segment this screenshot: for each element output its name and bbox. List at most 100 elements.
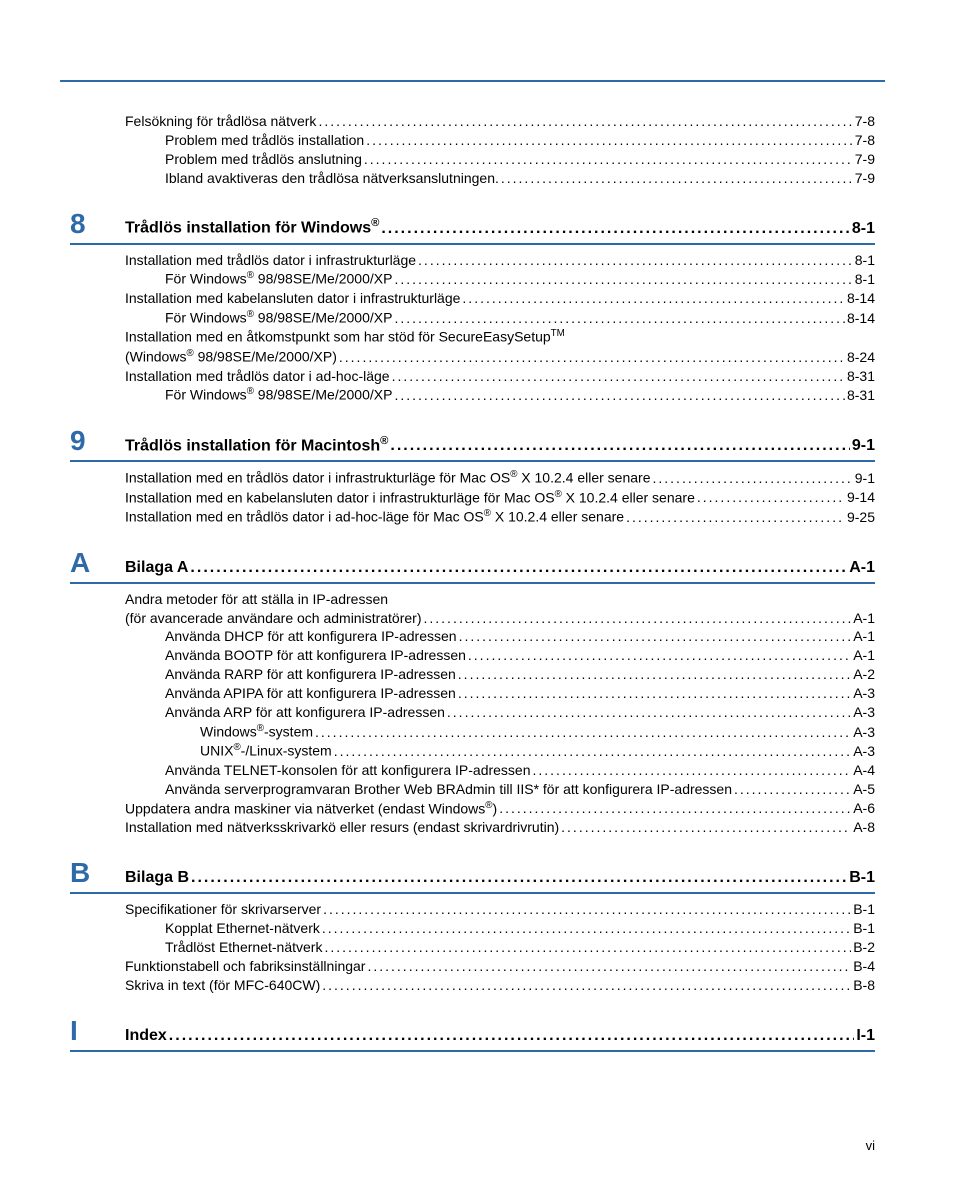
toc-entry-page: A-5: [853, 780, 875, 799]
toc-entry-label: Specifikationer för skrivarserver: [125, 900, 321, 919]
dot-leader: [394, 386, 845, 405]
toc-entry-page: A-1: [853, 609, 875, 628]
toc-entry-page: B-4: [853, 957, 875, 976]
toc-entry[interactable]: (för avancerade användare och administra…: [70, 609, 875, 628]
toc-entry[interactable]: Kopplat Ethernet-nätverk B-1: [70, 919, 875, 938]
toc-entry-page: 9-25: [847, 508, 875, 527]
toc-entry[interactable]: Använda APIPA för att konfigurera IP-adr…: [70, 684, 875, 703]
dot-leader: [364, 150, 853, 169]
dot-leader: [561, 818, 851, 837]
toc-entry-label: Skriva in text (för MFC-640CW): [125, 976, 320, 995]
chapter-number: A: [70, 547, 125, 579]
toc-entry[interactable]: Trådlöst Ethernet-nätverk B-2: [70, 938, 875, 957]
chapter-heading[interactable]: IIndex I-1: [70, 1015, 875, 1052]
dot-leader: [339, 348, 845, 367]
dot-leader: [392, 367, 845, 386]
chapter-page: I-1: [856, 1027, 875, 1045]
dot-leader: [533, 761, 852, 780]
dot-leader: [169, 1027, 855, 1045]
chapter-title: Bilaga B: [125, 869, 189, 887]
toc-entry-label: För Windows® 98/98SE/Me/2000/XP: [165, 385, 392, 405]
chapter-title: Trådlös installation för Windows®: [125, 217, 379, 237]
toc-entry[interactable]: Funktionstabell och fabriksinställningar…: [70, 957, 875, 976]
toc-entry[interactable]: Installation med en trådlös dator i infr…: [70, 468, 875, 488]
toc-entry-page: A-3: [853, 742, 875, 761]
toc-entry[interactable]: Installation med en kabelansluten dator …: [70, 488, 875, 508]
toc-entry-label: Installation med nätverksskrivarkö eller…: [125, 818, 559, 837]
toc-entry[interactable]: (Windows® 98/98SE/Me/2000/XP) 8-24: [70, 347, 875, 367]
toc-entry[interactable]: Uppdatera andra maskiner via nätverket (…: [70, 799, 875, 819]
toc-entry-page: A-2: [853, 665, 875, 684]
chapter-number: 9: [70, 425, 125, 457]
toc-entry[interactable]: Andra metoder för att ställa in IP-adres…: [70, 590, 875, 609]
toc-entry[interactable]: Använda BOOTP för att konfigurera IP-adr…: [70, 646, 875, 665]
toc-entry[interactable]: Skriva in text (för MFC-640CW) B-8: [70, 976, 875, 995]
toc-entry-label: Installation med en kabelansluten dator …: [125, 488, 695, 508]
toc-entry-label: Problem med trådlös anslutning: [165, 150, 362, 169]
dot-leader: [626, 508, 845, 527]
toc-entry-page: A-1: [853, 646, 875, 665]
toc-entry-page: 8-14: [847, 309, 875, 328]
toc-entry-label: Använda ARP för att konfigurera IP-adres…: [165, 703, 445, 722]
toc-entry[interactable]: För Windows® 98/98SE/Me/2000/XP 8-14: [70, 308, 875, 328]
toc-entry-page: B-8: [853, 976, 875, 995]
toc-entry[interactable]: Installation med trådlös dator i infrast…: [70, 251, 875, 270]
toc-entry[interactable]: UNIX®-/Linux-system A-3: [70, 741, 875, 761]
toc-entry[interactable]: Installation med en åtkomstpunkt som har…: [70, 327, 875, 347]
toc-entry-label: Installation med en trådlös dator i infr…: [125, 468, 651, 488]
toc-entry[interactable]: Installation med nätverksskrivarkö eller…: [70, 818, 875, 837]
toc-entry[interactable]: Använda ARP för att konfigurera IP-adres…: [70, 703, 875, 722]
toc-entry-page: A-1: [853, 627, 875, 646]
dot-leader: [734, 780, 851, 799]
toc-entry-label: För Windows® 98/98SE/Me/2000/XP: [165, 269, 392, 289]
toc-entry[interactable]: Ibland avaktiveras den trådlösa nätverks…: [70, 169, 875, 188]
toc-entry[interactable]: Använda TELNET-konsolen för att konfigur…: [70, 761, 875, 780]
toc-entry-label: Windows®-system: [200, 722, 313, 742]
chapter-heading[interactable]: 9Trådlös installation för Macintosh® 9-1: [70, 425, 875, 462]
dot-leader: [334, 742, 852, 761]
chapter-heading[interactable]: BBilaga B B-1: [70, 857, 875, 894]
dot-leader: [499, 799, 851, 818]
toc-entry[interactable]: Använda serverprogramvaran Brother Web B…: [70, 780, 875, 799]
chapter-page: B-1: [849, 869, 875, 887]
toc-entry[interactable]: Windows®-system A-3: [70, 722, 875, 742]
toc-entry[interactable]: Installation med trådlös dator i ad-hoc-…: [70, 367, 875, 386]
page-number: vi: [866, 1138, 875, 1153]
toc-entry-page: 8-24: [847, 348, 875, 367]
toc-entry[interactable]: Problem med trådlös installation 7-8: [70, 131, 875, 150]
toc-entry-page: 9-14: [847, 488, 875, 507]
toc-entry-page: 7-9: [855, 169, 875, 188]
toc-entry-page: A-6: [853, 799, 875, 818]
toc-entry-label: UNIX®-/Linux-system: [200, 741, 332, 761]
chapter-heading[interactable]: 8Trådlös installation för Windows® 8-1: [70, 208, 875, 245]
dot-leader: [447, 703, 851, 722]
chapter-number: 8: [70, 208, 125, 240]
toc-entry-label: Uppdatera andra maskiner via nätverket (…: [125, 799, 497, 819]
toc-entry[interactable]: För Windows® 98/98SE/Me/2000/XP 8-31: [70, 385, 875, 405]
toc-entry[interactable]: Installation med kabelansluten dator i i…: [70, 289, 875, 308]
chapter-heading[interactable]: ABilaga A A-1: [70, 547, 875, 584]
chapters-container: 8Trådlös installation för Windows® 8-1 In…: [70, 208, 875, 1052]
toc-entry[interactable]: Felsökning för trådlösa nätverk 7-8: [70, 112, 875, 131]
toc-entry-label: Installation med trådlös dator i infrast…: [125, 251, 416, 270]
chapter-title: Trådlös installation för Macintosh®: [125, 435, 388, 455]
toc-entry[interactable]: Problem med trådlös anslutning 7-9: [70, 150, 875, 169]
dot-leader: [190, 559, 847, 577]
toc-entry-label: Kopplat Ethernet-nätverk: [165, 919, 320, 938]
toc-entry-page: A-3: [853, 703, 875, 722]
dot-leader: [653, 469, 853, 488]
toc-entry[interactable]: Specifikationer för skrivarserver B-1: [70, 900, 875, 919]
toc-entry[interactable]: Installation med en trådlös dator i ad-h…: [70, 507, 875, 527]
dot-leader: [394, 270, 852, 289]
toc-entry[interactable]: Använda DHCP för att konfigurera IP-adre…: [70, 627, 875, 646]
toc-entry[interactable]: Använda RARP för att konfigurera IP-adre…: [70, 665, 875, 684]
toc-entry-label: Använda serverprogramvaran Brother Web B…: [165, 780, 732, 799]
toc-entry-label: Funktionstabell och fabriksinställningar: [125, 957, 365, 976]
toc-entry-page: 7-8: [855, 131, 875, 150]
toc-entry-label: För Windows® 98/98SE/Me/2000/XP: [165, 308, 392, 328]
toc-entry-page: 8-31: [847, 386, 875, 405]
chapter-title: Bilaga A: [125, 559, 188, 577]
dot-leader: [322, 919, 851, 938]
toc-entry-page: B-1: [853, 919, 875, 938]
toc-entry[interactable]: För Windows® 98/98SE/Me/2000/XP 8-1: [70, 269, 875, 289]
